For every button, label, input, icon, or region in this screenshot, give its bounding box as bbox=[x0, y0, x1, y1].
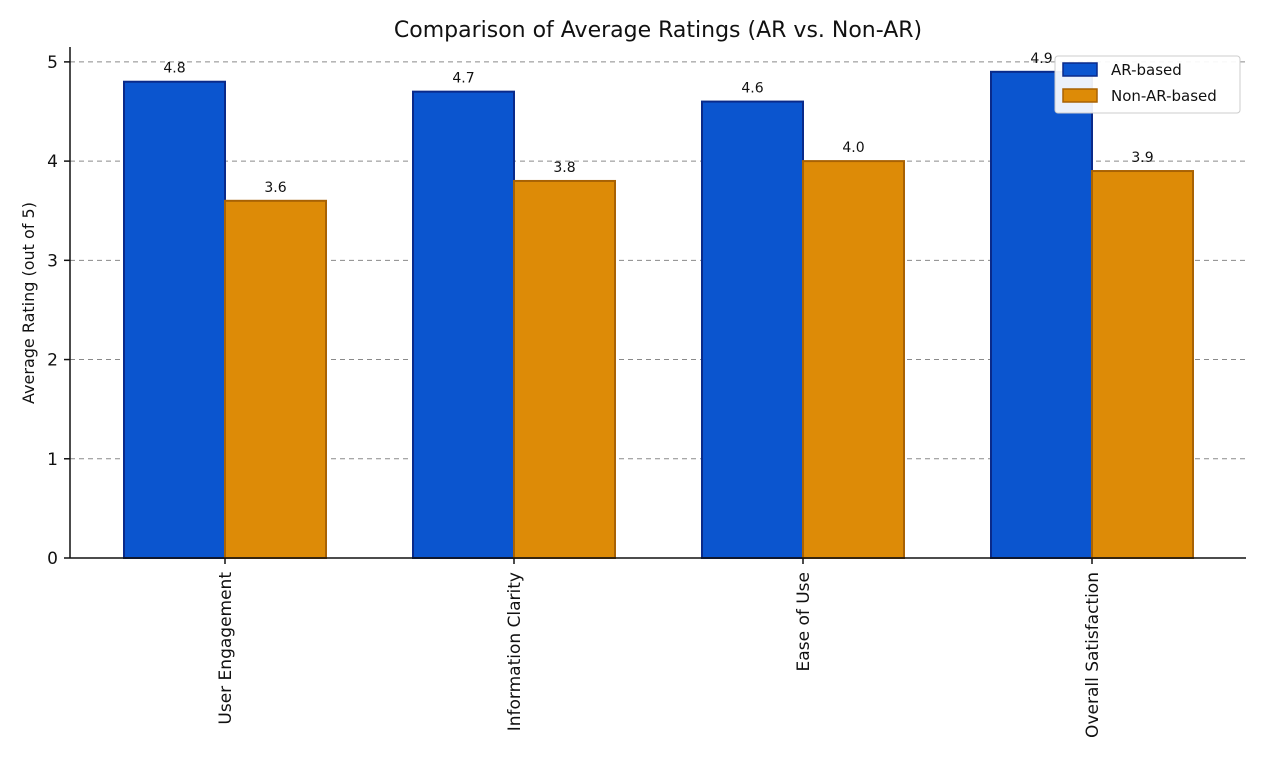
y-tick-label: 5 bbox=[47, 53, 58, 73]
bar-non-ar-based bbox=[802, 160, 905, 560]
data-label: 4.7 bbox=[452, 71, 474, 87]
grid-lines bbox=[70, 61, 1246, 460]
y-axis-label: Average Rating (out of 5) bbox=[19, 202, 38, 404]
bar-ar-based bbox=[123, 80, 226, 560]
bar-non-ar-based bbox=[1091, 170, 1194, 560]
legend-swatch bbox=[1062, 88, 1098, 103]
x-tick-label: Information Clarity bbox=[505, 572, 525, 731]
legend-label: AR-based bbox=[1111, 61, 1182, 79]
bars bbox=[123, 70, 1194, 560]
x-tick-label: Ease of Use bbox=[794, 572, 814, 671]
x-tick-label: User Engagement bbox=[216, 572, 236, 725]
y-tick-label: 0 bbox=[47, 549, 58, 569]
data-label: 3.8 bbox=[553, 160, 575, 176]
y-tick-label: 1 bbox=[47, 450, 58, 470]
y-tick-label: 4 bbox=[47, 152, 58, 172]
data-labels: 4.8 3.6 4.7 3.8 4.6 4.0 4.9 3.9 bbox=[163, 51, 1153, 196]
legend-swatch bbox=[1062, 62, 1098, 77]
data-label: 3.9 bbox=[1131, 150, 1153, 166]
y-tick-label: 2 bbox=[47, 351, 58, 371]
bar-non-ar-based bbox=[513, 179, 616, 560]
data-label: 4.0 bbox=[842, 140, 864, 156]
data-label: 4.8 bbox=[163, 61, 185, 77]
chart-title: Comparison of Average Ratings (AR vs. No… bbox=[394, 18, 922, 43]
x-tick-label: Overall Satisfaction bbox=[1083, 572, 1103, 738]
data-label: 4.9 bbox=[1030, 51, 1052, 67]
bar-non-ar-based bbox=[224, 199, 327, 559]
data-label: 4.6 bbox=[741, 81, 763, 97]
legend-box bbox=[1054, 55, 1241, 114]
axes: 0 1 2 3 4 5 User Engagement Information Clarity… bbox=[47, 47, 1246, 738]
bar-ar-based bbox=[412, 90, 515, 559]
y-tick-label: 3 bbox=[47, 251, 58, 271]
data-label: 3.6 bbox=[264, 180, 286, 196]
legend-label: Non-AR-based bbox=[1111, 87, 1217, 105]
bar-ar-based bbox=[701, 100, 804, 559]
bar-ar-based bbox=[990, 70, 1093, 560]
legend: AR-based Non-AR-based bbox=[1054, 55, 1241, 114]
